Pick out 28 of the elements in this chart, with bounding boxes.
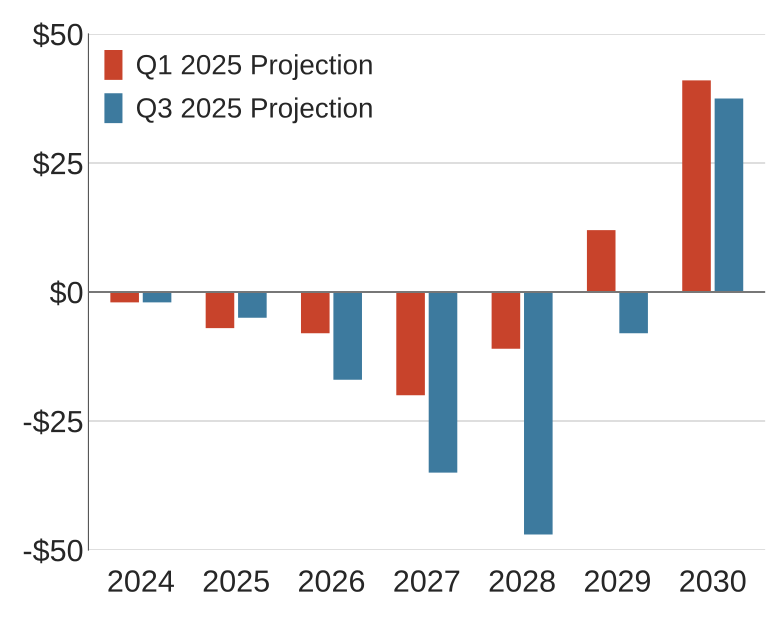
y-tick-label: -$50 <box>24 538 82 564</box>
legend-label: Q3 2025 Projection <box>136 97 372 124</box>
x-tick-label: 2030 <box>680 570 746 592</box>
bar <box>333 292 362 380</box>
bar <box>492 292 520 349</box>
bar <box>142 292 172 302</box>
bar <box>619 292 648 334</box>
bar <box>396 292 425 396</box>
x-tick-label: 2025 <box>204 570 269 592</box>
x-tick-label: 2027 <box>394 570 460 592</box>
bar <box>682 80 711 292</box>
bar <box>300 292 330 334</box>
legend-label: Q1 2025 Projection <box>136 54 372 80</box>
bar <box>206 292 234 328</box>
bar <box>238 292 267 318</box>
x-tick-label: 2024 <box>108 570 174 592</box>
bar <box>714 98 744 292</box>
x-tick-label: 2029 <box>584 570 650 592</box>
x-tick-label: 2026 <box>299 570 364 592</box>
y-tick-label: $50 <box>32 22 82 48</box>
bar <box>110 292 139 302</box>
bar <box>586 230 616 292</box>
bar <box>524 292 553 535</box>
x-tick-label: 2028 <box>490 570 555 592</box>
y-tick-label: -$25 <box>24 409 82 434</box>
y-tick-label: $25 <box>32 151 82 176</box>
y-tick-label: $0 <box>50 280 82 306</box>
bar <box>428 292 458 473</box>
